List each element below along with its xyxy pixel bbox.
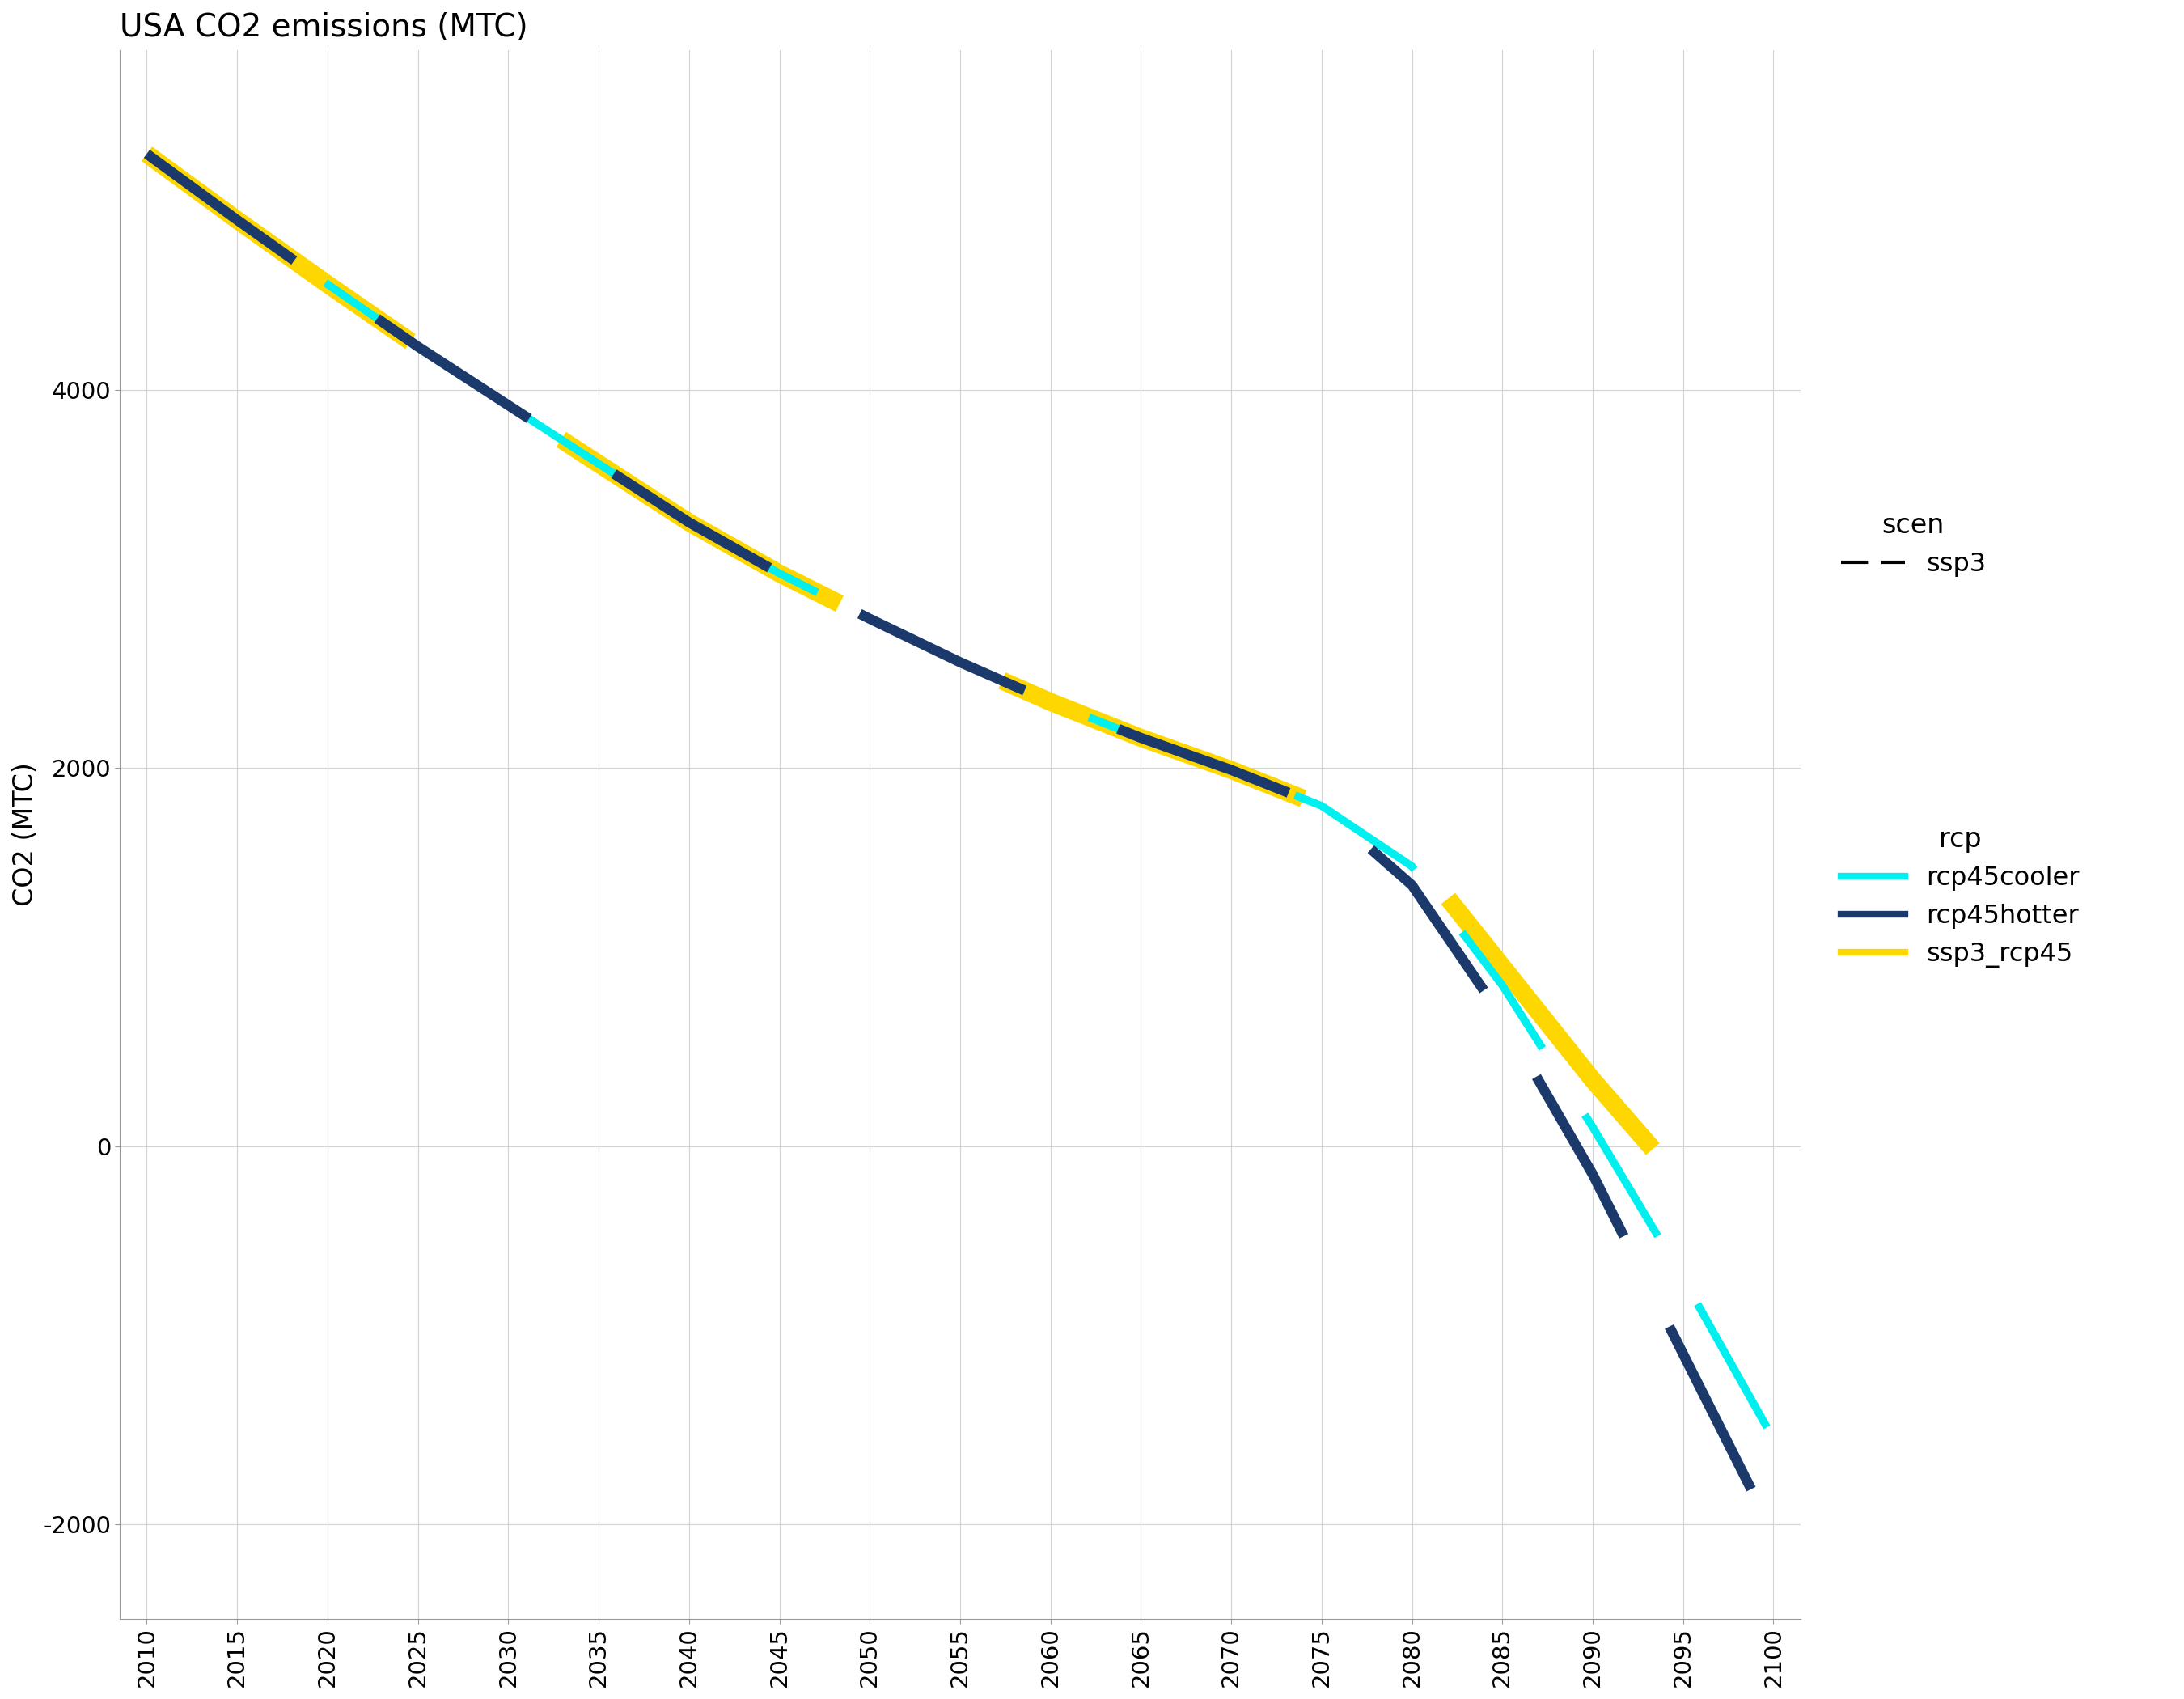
Y-axis label: CO2 (MTC): CO2 (MTC) [13, 763, 39, 906]
Legend: rcp45cooler, rcp45hotter, ssp3_rcp45: rcp45cooler, rcp45hotter, ssp3_rcp45 [1830, 816, 2090, 979]
Text: USA CO2 emissions (MTC): USA CO2 emissions (MTC) [120, 12, 529, 42]
